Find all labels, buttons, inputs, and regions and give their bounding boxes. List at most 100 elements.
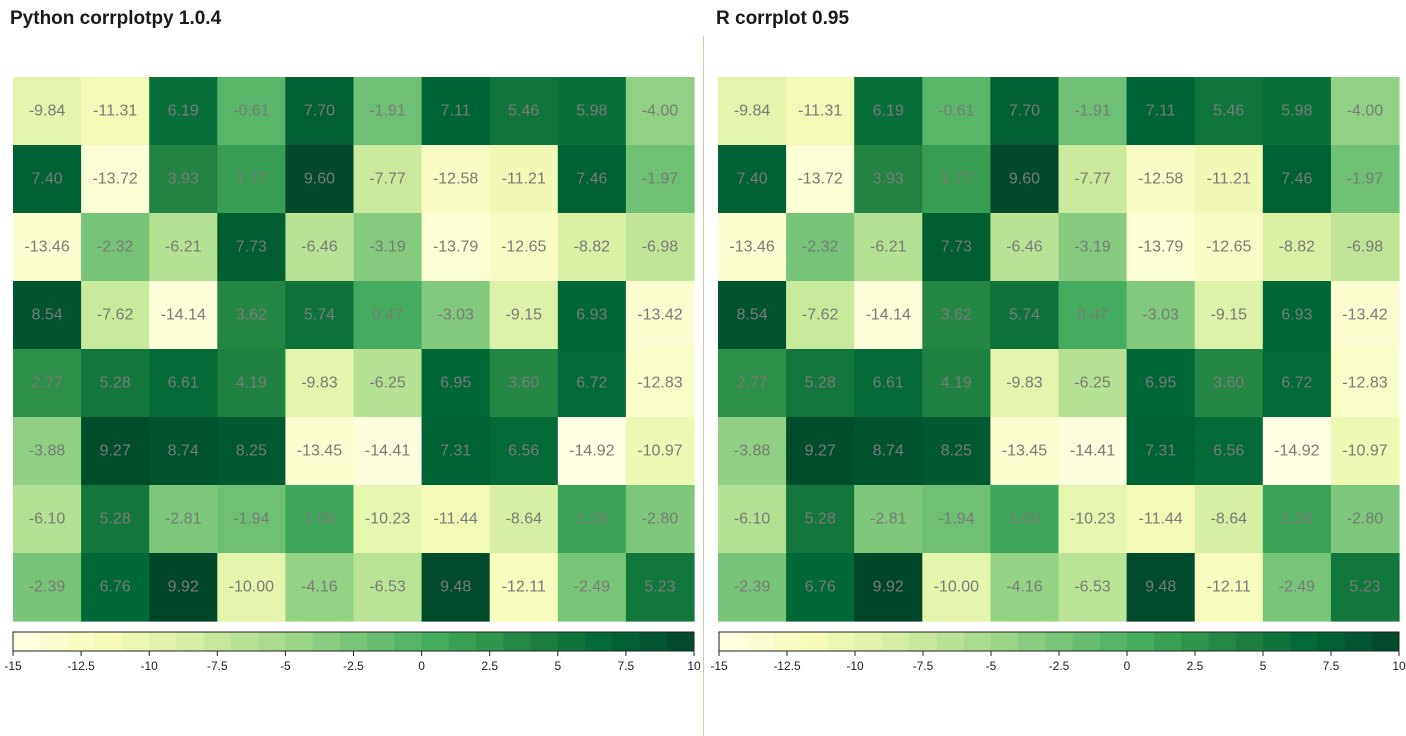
- heatmap-cell: [854, 349, 923, 418]
- cell-value-label: 1.00: [304, 511, 335, 528]
- colorbar-tick-label: -2.5: [343, 659, 364, 673]
- heatmap-cell: [285, 281, 355, 350]
- cell-value-label: 5.46: [508, 103, 539, 120]
- cell-value-label: -3.03: [437, 307, 474, 324]
- colorbar-bin: [557, 632, 586, 651]
- heatmap-cell: [854, 145, 923, 214]
- colorbar-bin: [639, 632, 668, 651]
- cell-value-label: 1.77: [236, 171, 267, 188]
- heatmap-cell: [718, 417, 787, 486]
- cell-value-label: -3.19: [1074, 239, 1111, 256]
- cell-value-label: 3.62: [236, 307, 267, 324]
- cell-value-label: -4.00: [642, 103, 679, 120]
- cell-value-label: -14.41: [1070, 443, 1115, 460]
- colorbar-bin: [121, 632, 150, 651]
- cell-value-label: 7.40: [736, 171, 767, 188]
- cell-value-label: 6.61: [873, 375, 904, 392]
- cell-value-label: 4.19: [236, 375, 267, 392]
- colorbar-bin: [1127, 632, 1155, 651]
- heatmap-cell: [1194, 145, 1264, 214]
- heatmap-cell: [1330, 77, 1400, 146]
- colorbar-bin: [40, 632, 68, 651]
- cell-value-label: -12.65: [1206, 239, 1251, 256]
- heatmap-cell: [922, 349, 991, 418]
- colorbar-bin: [1317, 632, 1346, 651]
- colorbar-bin: [285, 632, 314, 651]
- heatmap-cell: [1194, 485, 1264, 554]
- cell-value-label: -10.23: [1070, 511, 1115, 528]
- cell-value-label: -14.41: [365, 443, 410, 460]
- colorbar-bin: [1290, 632, 1318, 651]
- cell-value-label: 9.48: [1145, 579, 1176, 596]
- heatmap-cell: [217, 77, 286, 146]
- colorbar-tick-label: 10: [687, 659, 701, 673]
- colorbar-bin: [176, 632, 205, 651]
- heatmap-cell: [353, 417, 423, 486]
- cell-value-label: -10.00: [229, 579, 274, 596]
- heatmap-cell: [421, 213, 491, 282]
- r-heatmap: -9.84 -11.31 6.19 -0.61 7.70 -1.91 7.11 5.46 5.9…: [718, 77, 1400, 622]
- heatmap-cell: [489, 417, 559, 486]
- heatmap-cell: [557, 417, 627, 486]
- cell-value-label: -6.25: [369, 375, 406, 392]
- cell-value-label: -2.39: [29, 579, 66, 596]
- heatmap-cell: [625, 485, 695, 554]
- colorbar-bin: [67, 632, 96, 651]
- colorbar-tick-label: 5: [554, 659, 561, 673]
- heatmap-cell: [217, 485, 286, 554]
- heatmap-cell: [13, 145, 82, 214]
- cell-value-label: -10.00: [934, 579, 979, 596]
- python-colorbar: -15 -12.5 -10 -7.5 -5 -2.5 0 2.5 5 7.5 10: [4, 631, 701, 673]
- cell-value-label: 6.56: [1213, 443, 1244, 460]
- heatmap-cell: [285, 77, 355, 146]
- heatmap-cell: [1126, 417, 1196, 486]
- panel-divider: [703, 36, 704, 736]
- colorbar-tick-label: 7.5: [618, 659, 635, 673]
- cell-value-label: -0.61: [233, 103, 270, 120]
- cell-value-label: 1.00: [1009, 511, 1040, 528]
- colorbar-tick-label: 2.5: [1187, 659, 1204, 673]
- colorbar-bin: [421, 632, 450, 651]
- cell-value-label: 0.47: [1077, 307, 1108, 324]
- cell-value-label: -2.32: [802, 239, 839, 256]
- cell-value-label: 2.77: [736, 375, 767, 392]
- heatmap-cell: [786, 145, 855, 214]
- colorbar-bin: [612, 632, 641, 651]
- heatmap-cell: [1330, 553, 1400, 622]
- heatmap-cell: [421, 77, 491, 146]
- heatmap-cell: [922, 485, 991, 554]
- heatmap-cell: [786, 77, 855, 146]
- heatmap-cell: [1194, 77, 1264, 146]
- heatmap-cell: [81, 349, 150, 418]
- heatmap-cell: [149, 485, 218, 554]
- colorbar-bin: [1018, 632, 1046, 651]
- heatmap-cell: [285, 553, 355, 622]
- colorbar-bin: [1154, 632, 1182, 651]
- heatmap-cell: [718, 485, 787, 554]
- heatmap-cell: [1058, 281, 1128, 350]
- heatmap-cell: [990, 213, 1060, 282]
- cell-value-label: 5.98: [576, 103, 607, 120]
- colorbar-tick-label: -10: [141, 659, 159, 673]
- cell-value-label: -8.64: [506, 511, 543, 528]
- cell-value-label: 8.54: [31, 307, 62, 324]
- heatmap-cell: [718, 77, 787, 146]
- colorbar-bin: [882, 632, 910, 651]
- heatmap-cell: [149, 213, 218, 282]
- cell-value-label: 6.61: [168, 375, 199, 392]
- cell-value-label: -11.31: [93, 103, 137, 120]
- colorbar-bin: [94, 632, 123, 651]
- cell-value-label: 4.19: [941, 375, 972, 392]
- heatmap-cell: [285, 213, 355, 282]
- heatmap-cell: [13, 77, 82, 146]
- cell-value-label: 5.74: [1009, 307, 1040, 324]
- heatmap-cell: [285, 417, 355, 486]
- heatmap-cell: [1194, 349, 1264, 418]
- cell-value-label: 7.11: [1146, 103, 1176, 120]
- colorbar-bin: [1072, 632, 1101, 651]
- cell-value-label: -10.23: [365, 511, 410, 528]
- heatmap-cell: [990, 553, 1060, 622]
- heatmap-cell: [1058, 485, 1128, 554]
- cell-value-label: 9.92: [873, 579, 904, 596]
- cell-value-label: -13.46: [24, 239, 69, 256]
